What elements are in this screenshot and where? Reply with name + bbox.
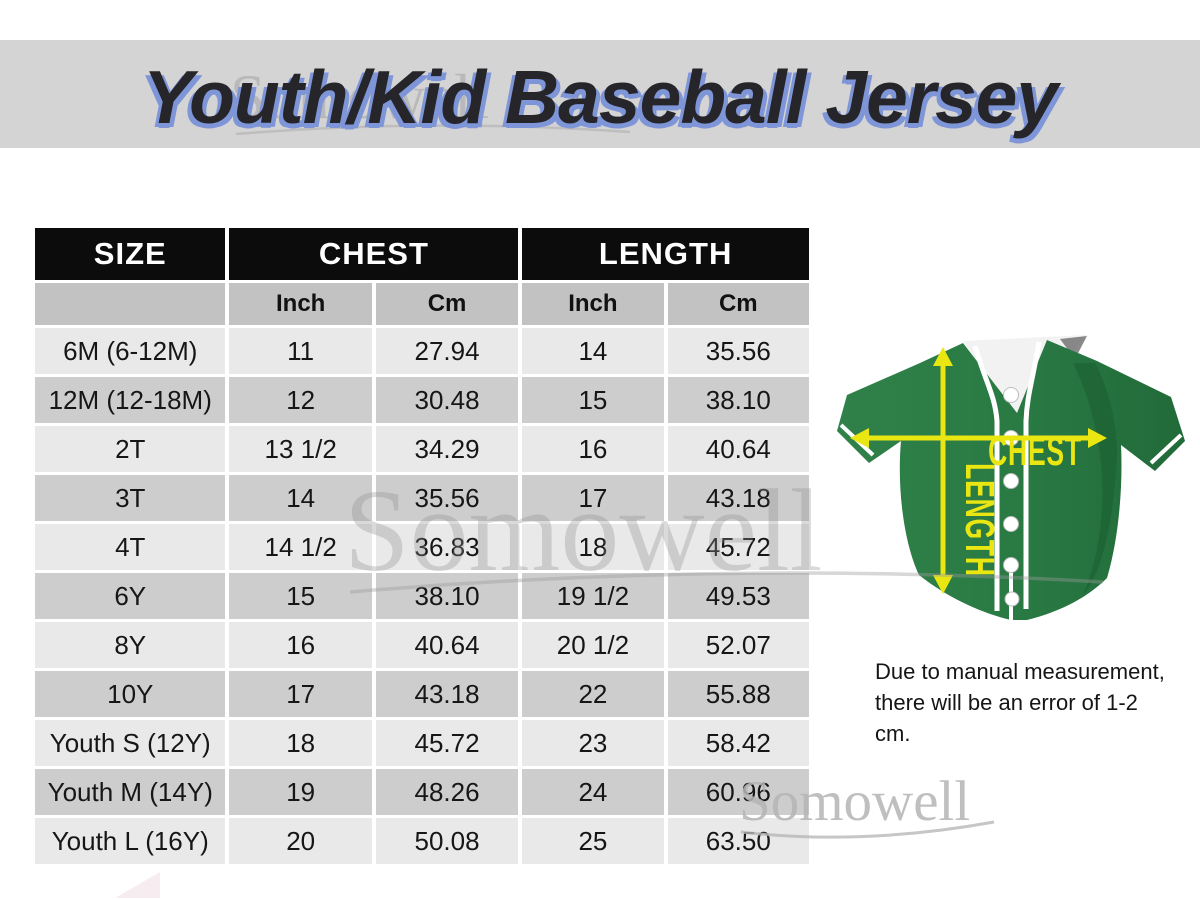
- table-row: 8Y 16 40.64 20 1/2 52.07: [35, 622, 809, 668]
- cell-length_cm: 58.42: [667, 720, 809, 766]
- size-table: SIZE CHEST LENGTH Inch Cm Inch Cm 6M (6-…: [31, 225, 813, 867]
- cell-chest_cm: 50.08: [375, 818, 519, 864]
- cell-chest_cm: 40.64: [375, 622, 519, 668]
- unit-chest-cm: Cm: [375, 283, 519, 325]
- header-length: LENGTH: [522, 228, 809, 280]
- cell-length_cm: 38.10: [667, 377, 809, 423]
- cell-chest_in: 15: [229, 573, 372, 619]
- cell-chest_cm: 34.29: [375, 426, 519, 472]
- cell-size: 12M (12-18M): [35, 377, 226, 423]
- cell-size: 6M (6-12M): [35, 328, 226, 374]
- cuff-stripe-right: [1149, 433, 1183, 465]
- table-row: 3T 14 35.56 17 43.18: [35, 475, 809, 521]
- cell-length_in: 15: [522, 377, 664, 423]
- cell-size: Youth S (12Y): [35, 720, 226, 766]
- cell-length_cm: 49.53: [667, 573, 809, 619]
- chest-label: CHEST: [988, 429, 1082, 474]
- cell-chest_in: 12: [229, 377, 372, 423]
- cell-length_cm: 35.56: [667, 328, 809, 374]
- unit-length-inch: Inch: [522, 283, 664, 325]
- measurement-note: Due to manual measurement, there will be…: [875, 656, 1175, 749]
- cell-chest_cm: 27.94: [375, 328, 519, 374]
- cell-length_cm: 45.72: [667, 524, 809, 570]
- size-table-body: 6M (6-12M) 11 27.94 14 35.56 12M (12-18M) 12 30…: [35, 328, 809, 864]
- cell-length_in: 16: [522, 426, 664, 472]
- cell-length_in: 24: [522, 769, 664, 815]
- cell-length_cm: 40.64: [667, 426, 809, 472]
- length-arrowhead-top: [933, 347, 953, 366]
- table-row: Youth M (14Y) 19 48.26 24 60.96: [35, 769, 809, 815]
- table-row: 6M (6-12M) 11 27.94 14 35.56: [35, 328, 809, 374]
- cell-chest_cm: 35.56: [375, 475, 519, 521]
- placket-piping-right: [1023, 341, 1042, 609]
- jersey-shading: [1073, 363, 1117, 595]
- table-header-row: SIZE CHEST LENGTH: [35, 228, 809, 280]
- cell-chest_cm: 38.10: [375, 573, 519, 619]
- cell-chest_cm: 36.83: [375, 524, 519, 570]
- cell-length_in: 22: [522, 671, 664, 717]
- cell-length_in: 20 1/2: [522, 622, 664, 668]
- corner-artifact: [115, 872, 160, 898]
- length-label: LENGTH: [957, 463, 1002, 577]
- header-chest: CHEST: [229, 228, 519, 280]
- chest-arrowhead-right: [1088, 428, 1107, 448]
- cell-length_in: 14: [522, 328, 664, 374]
- cell-length_in: 25: [522, 818, 664, 864]
- cell-chest_in: 14: [229, 475, 372, 521]
- table-row: 6Y 15 38.10 19 1/2 49.53: [35, 573, 809, 619]
- cell-length_cm: 55.88: [667, 671, 809, 717]
- cell-length_cm: 60.96: [667, 769, 809, 815]
- cell-size: 10Y: [35, 671, 226, 717]
- unit-length-cm: Cm: [667, 283, 809, 325]
- cell-size: 3T: [35, 475, 226, 521]
- chest-arrowhead-left: [850, 428, 869, 448]
- header-size: SIZE: [35, 228, 226, 280]
- table-row: 2T 13 1/2 34.29 16 40.64: [35, 426, 809, 472]
- table-row: 12M (12-18M) 12 30.48 15 38.10: [35, 377, 809, 423]
- unit-chest-inch: Inch: [229, 283, 372, 325]
- table-row: 10Y 17 43.18 22 55.88: [35, 671, 809, 717]
- length-arrowhead-bottom: [933, 575, 953, 594]
- placket-piping-left: [972, 345, 1000, 611]
- cell-chest_cm: 45.72: [375, 720, 519, 766]
- unit-empty: [35, 283, 226, 325]
- cell-chest_in: 13 1/2: [229, 426, 372, 472]
- cell-chest_cm: 43.18: [375, 671, 519, 717]
- cell-length_in: 19 1/2: [522, 573, 664, 619]
- page-title: Youth/Kid Baseball Jersey: [142, 55, 1058, 139]
- cell-length_in: 18: [522, 524, 664, 570]
- cell-chest_in: 11: [229, 328, 372, 374]
- cell-chest_in: 16: [229, 622, 372, 668]
- note-line-2: there will be an error of 1-2 cm.: [875, 690, 1138, 746]
- cell-size: Youth M (14Y): [35, 769, 226, 815]
- cell-length_cm: 43.18: [667, 475, 809, 521]
- note-line-1: Due to manual measurement,: [875, 659, 1165, 684]
- cell-length_cm: 52.07: [667, 622, 809, 668]
- collar-shadow: [1060, 336, 1087, 359]
- table-row: Youth S (12Y) 18 45.72 23 58.42: [35, 720, 809, 766]
- cell-chest_cm: 48.26: [375, 769, 519, 815]
- cell-chest_in: 14 1/2: [229, 524, 372, 570]
- cell-chest_in: 19: [229, 769, 372, 815]
- cell-size: 4T: [35, 524, 226, 570]
- cell-length_in: 17: [522, 475, 664, 521]
- jersey-diagram: CHEST LENGTH: [837, 335, 1185, 621]
- cell-chest_in: 20: [229, 818, 372, 864]
- cell-size: Youth L (16Y): [35, 818, 226, 864]
- cell-chest_cm: 30.48: [375, 377, 519, 423]
- table-row: 4T 14 1/2 36.83 18 45.72: [35, 524, 809, 570]
- cell-size: 2T: [35, 426, 226, 472]
- cell-size: 6Y: [35, 573, 226, 619]
- cell-chest_in: 17: [229, 671, 372, 717]
- cell-size: 8Y: [35, 622, 226, 668]
- cell-length_in: 23: [522, 720, 664, 766]
- cell-length_cm: 63.50: [667, 818, 809, 864]
- unit-header-row: Inch Cm Inch Cm: [35, 283, 809, 325]
- table-row: Youth L (16Y) 20 50.08 25 63.50: [35, 818, 809, 864]
- cell-chest_in: 18: [229, 720, 372, 766]
